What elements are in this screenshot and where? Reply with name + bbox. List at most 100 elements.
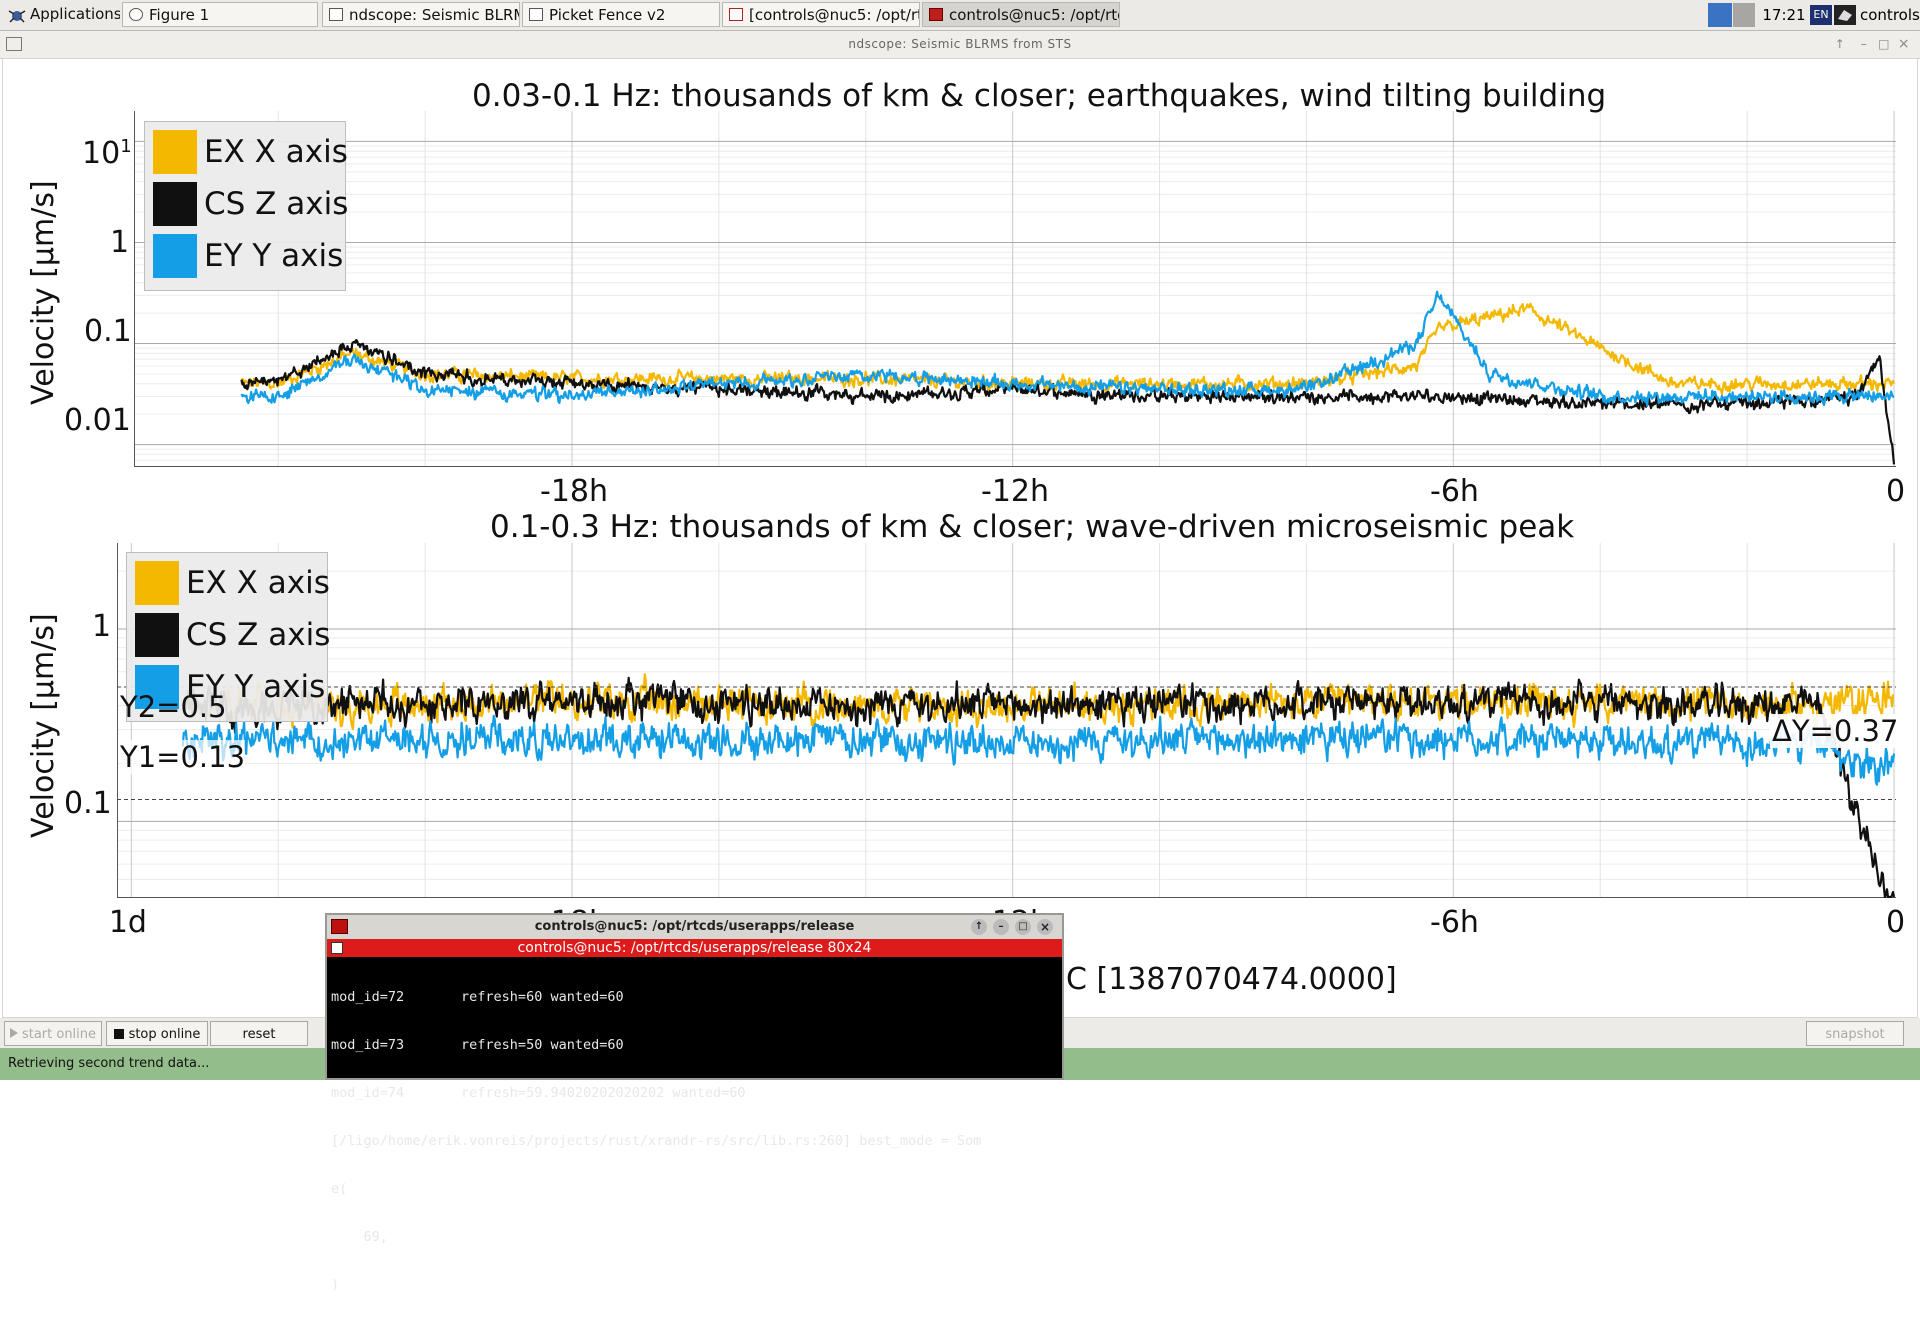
terminal-tab-icon	[331, 942, 343, 954]
stop-online-button[interactable]: stop online	[106, 1021, 208, 1046]
terminal-tab[interactable]: controls@nuc5: /opt/rtcds/userapps/relea…	[327, 939, 1062, 957]
terminal-line: [/ligo/home/erik.vonreis/projects/rust/x…	[331, 1133, 982, 1149]
task-label: [controls@nuc5: /opt/rt...	[749, 6, 920, 24]
terminal-minimize-button[interactable]: –	[993, 919, 1009, 935]
terminal-title: controls@nuc5: /opt/rtcds/userapps/relea…	[534, 919, 855, 934]
legend-label: EX X axis	[204, 134, 348, 170]
start-online-button[interactable]: start online	[4, 1021, 102, 1046]
terminal-icon	[929, 8, 943, 21]
workspace-switcher[interactable]	[1708, 3, 1756, 27]
bottom-plot-title: 0.1-0.3 Hz: thousands of km & closer; wa…	[490, 509, 1575, 545]
top-xtick-18h: -18h	[540, 474, 609, 509]
legend-item-ex[interactable]: EX X axis	[153, 130, 348, 174]
terminal-window[interactable]: controls@nuc5: /opt/rtcds/userapps/relea…	[325, 913, 1064, 1293]
legend-label: CS Z axis	[186, 617, 331, 653]
task-picket-fence[interactable]: Picket Fence v2	[522, 2, 720, 27]
terminal-line: mod_id=73 refresh=50 wanted=60	[331, 1037, 624, 1053]
workspace-2[interactable]	[1733, 3, 1755, 27]
task-label: Picket Fence v2	[549, 6, 666, 24]
legend-item-ex[interactable]: EX X axis	[135, 561, 330, 605]
legend-item-ey[interactable]: EY Y axis	[135, 665, 325, 709]
keyboard-layout[interactable]: EN	[1810, 5, 1832, 25]
terminal-line: 69,	[331, 1229, 388, 1245]
series-line-cs	[181, 676, 1896, 898]
window-icon	[529, 8, 543, 21]
top-ytick-0-1: 0.1	[84, 314, 132, 349]
terminal-keep-above-button[interactable]: ↑	[971, 919, 987, 935]
terminal-line: mod_id=74 refresh=59.94020202020202 want…	[331, 1085, 746, 1101]
terminal-line: )	[331, 1277, 340, 1293]
legend-label: EX X axis	[186, 565, 330, 601]
reset-button[interactable]: reset	[210, 1021, 308, 1046]
task-label: Figure 1	[149, 6, 210, 24]
task-figure-1[interactable]: Figure 1	[122, 2, 318, 27]
series-line-cs	[240, 338, 1896, 465]
cursor-y2-label[interactable]: Y2=0.5	[120, 690, 227, 724]
user-menu[interactable]: controls	[1860, 6, 1920, 24]
terminal-window-controls: ↑ – □ ×	[971, 919, 1057, 935]
terminal-titlebar[interactable]: controls@nuc5: /opt/rtcds/userapps/relea…	[327, 915, 1062, 939]
top-xtick-0: 0	[1886, 474, 1906, 509]
network-icon[interactable]	[1834, 5, 1856, 25]
bottom-plot-ylabel: Velocity [μm/s]	[26, 613, 61, 838]
task-label: controls@nuc5: /opt/rtc...	[949, 6, 1119, 24]
bottom-ytick-0-1: 0.1	[64, 786, 112, 821]
legend-item-cs[interactable]: CS Z axis	[135, 613, 330, 657]
window-menu-icon[interactable]	[6, 37, 22, 51]
workspace-1[interactable]	[1708, 3, 1732, 27]
terminal-maximize-button[interactable]: □	[1015, 919, 1031, 935]
legend-swatch	[135, 665, 179, 709]
snapshot-button[interactable]: snapshot	[1806, 1021, 1904, 1046]
bottom-xaxis-label: C [1387070474.0000]	[1066, 962, 1397, 997]
tick-exponent: 1	[120, 136, 132, 157]
bottom-plot-canvas[interactable]	[117, 543, 1896, 898]
legend-swatch	[153, 130, 197, 174]
terminal-icon	[331, 919, 348, 934]
window-titlebar: ndscope: Seismic BLRMS from STS ↑ – □ ×	[0, 31, 1920, 59]
window-maximize-button[interactable]: □	[1878, 37, 1890, 51]
legend-item-cs[interactable]: CS Z axis	[153, 182, 348, 226]
terminal-output[interactable]: mod_id=72 refresh=60 wanted=60 mod_id=73…	[331, 957, 1061, 1325]
task-terminal-1[interactable]: [controls@nuc5: /opt/rt...	[722, 2, 920, 27]
legend-swatch	[153, 234, 197, 278]
top-plot-canvas[interactable]	[134, 111, 1896, 467]
button-label: start online	[21, 1027, 97, 1042]
clock[interactable]: 17:21	[1762, 6, 1806, 24]
window-minimize-button[interactable]: –	[1860, 37, 1868, 51]
tick-base: 10	[82, 136, 121, 171]
bottom-xtick-1d: -1d	[112, 905, 164, 940]
top-ytick-0-01: 0.01	[64, 403, 131, 438]
bottom-ytick-1: 1	[92, 609, 112, 644]
bottom-legend[interactable]: EX X axis CS Z axis EY Y axis	[126, 552, 330, 722]
window-close-button[interactable]: ×	[1897, 36, 1911, 52]
top-legend[interactable]: EX X axis CS Z axis EY Y axis	[144, 121, 348, 291]
terminal-line: mod_id=72 refresh=60 wanted=60	[331, 989, 624, 1005]
series-line-ey	[181, 714, 1896, 786]
top-ytick-1: 1	[110, 225, 130, 260]
task-label: ndscope: Seismic BLRM...	[349, 6, 519, 24]
top-plot-ylabel: Velocity [μm/s]	[26, 180, 61, 405]
legend-swatch	[135, 613, 179, 657]
terminal-close-button[interactable]: ×	[1037, 919, 1053, 935]
stop-icon	[113, 1029, 124, 1039]
applications-icon	[8, 7, 26, 23]
applications-menu[interactable]: Applications	[2, 2, 120, 27]
terminal-line: e(	[331, 1181, 348, 1197]
button-label: stop online	[128, 1027, 201, 1042]
terminal-icon	[729, 8, 743, 21]
window-keep-above-button[interactable]: ↑	[1834, 37, 1846, 51]
cursor-y1-label[interactable]: Y1=0.13	[120, 740, 246, 774]
legend-swatch	[153, 182, 197, 226]
taskbar: Applications Figure 1 ndscope: Seismic B…	[0, 0, 1920, 31]
legend-label: EY Y axis	[204, 238, 344, 274]
legend-label: CS Z axis	[204, 186, 349, 222]
tick-text: -1d	[112, 905, 147, 940]
window-title: ndscope: Seismic BLRMS from STS	[848, 37, 1072, 51]
legend-swatch	[135, 561, 179, 605]
legend-label: EY Y axis	[186, 669, 326, 705]
task-terminal-2[interactable]: controls@nuc5: /opt/rtc...	[922, 2, 1120, 27]
legend-item-ey[interactable]: EY Y axis	[153, 234, 343, 278]
task-ndscope[interactable]: ndscope: Seismic BLRM...	[322, 2, 520, 27]
bottom-xtick-6h: -6h	[1430, 905, 1479, 940]
play-icon	[9, 1028, 18, 1038]
